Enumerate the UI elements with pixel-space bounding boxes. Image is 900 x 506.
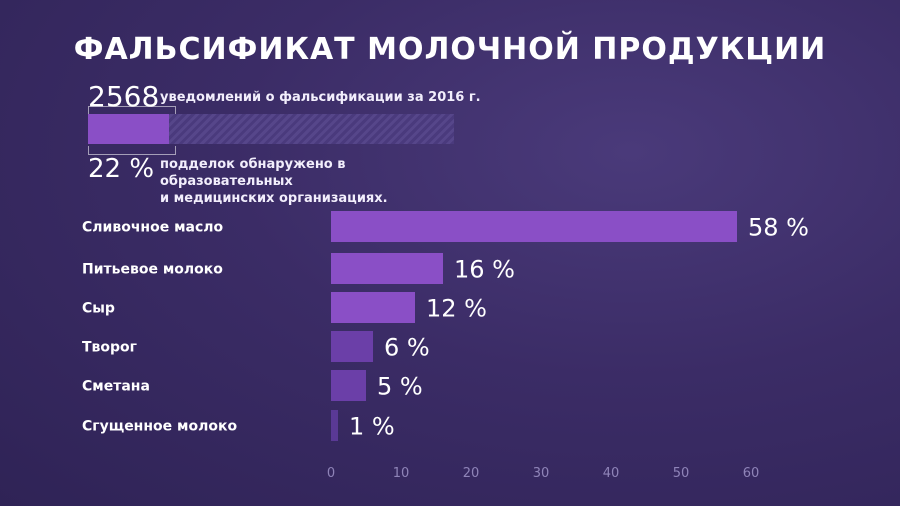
category-label-3: Творог bbox=[82, 340, 137, 356]
share-bracket-bottom bbox=[88, 146, 176, 155]
share-description-line1: подделок обнаружено в образовательных bbox=[160, 157, 346, 189]
value-label-4: 5 % bbox=[377, 373, 423, 401]
x-tick-label-2: 20 bbox=[463, 466, 480, 481]
x-tick-label-4: 40 bbox=[603, 466, 620, 481]
bar-4 bbox=[331, 370, 366, 401]
bar-1 bbox=[331, 253, 443, 284]
x-tick-label-1: 10 bbox=[393, 466, 410, 481]
x-tick-label-0: 0 bbox=[327, 466, 335, 481]
notification-count-text: уведомлений о фальсификации за 2016 г. bbox=[160, 90, 481, 105]
category-label-1: Питьевое молоко bbox=[82, 262, 223, 278]
share-description: подделок обнаружено в образовательных и … bbox=[160, 156, 480, 207]
bar-3 bbox=[331, 331, 373, 362]
share-description-line2: и медицинских организациях. bbox=[160, 191, 388, 206]
x-tick-label-6: 60 bbox=[743, 466, 760, 481]
value-label-3: 6 % bbox=[384, 334, 430, 362]
x-tick-label-5: 50 bbox=[673, 466, 690, 481]
notification-count: 2568 bbox=[88, 80, 160, 113]
category-label-4: Сметана bbox=[82, 379, 150, 395]
share-percent: 22 % bbox=[88, 154, 155, 184]
page-title: ФАЛЬСИФИКАТ МОЛОЧНОЙ ПРОДУКЦИИ bbox=[73, 32, 827, 67]
category-label-5: Сгущенное молоко bbox=[82, 419, 237, 435]
value-label-0: 58 % bbox=[748, 214, 809, 242]
value-label-2: 12 % bbox=[426, 295, 487, 323]
bar-0 bbox=[331, 211, 737, 242]
x-tick-label-3: 30 bbox=[533, 466, 550, 481]
share-bar-fill bbox=[88, 114, 169, 144]
category-label-0: Сливочное масло bbox=[82, 220, 224, 236]
share-bar bbox=[88, 114, 454, 144]
value-label-1: 16 % bbox=[454, 256, 515, 284]
share-bracket-top bbox=[88, 106, 176, 115]
bar-5 bbox=[331, 410, 338, 441]
value-label-5: 1 % bbox=[349, 413, 395, 441]
category-label-2: Сыр bbox=[82, 301, 115, 317]
bar-2 bbox=[331, 292, 415, 323]
